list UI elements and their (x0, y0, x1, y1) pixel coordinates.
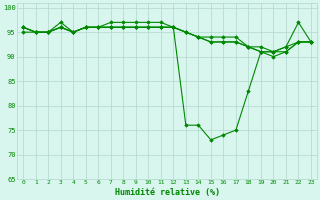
X-axis label: Humidité relative (%): Humidité relative (%) (115, 188, 220, 197)
